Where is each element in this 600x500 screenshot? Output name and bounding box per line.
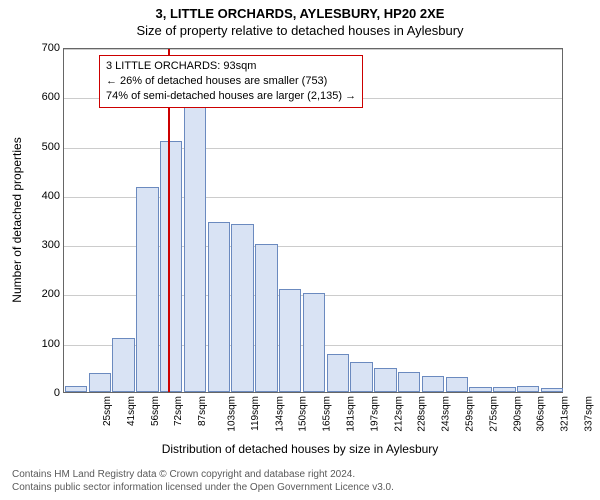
x-tick-label: 212sqm <box>393 396 404 432</box>
histogram-bar <box>374 368 396 392</box>
x-axis-title: Distribution of detached houses by size … <box>0 442 600 456</box>
x-tick-label: 228sqm <box>417 396 428 432</box>
annotation-line: ← 26% of detached houses are smaller (75… <box>106 74 356 89</box>
y-axis-title: Number of detached properties <box>10 137 24 302</box>
histogram-bar <box>208 222 230 392</box>
histogram-bar <box>517 386 539 392</box>
chart-container: Number of detached properties 3 LITTLE O… <box>0 40 600 460</box>
histogram-bar <box>422 376 444 392</box>
y-tick-label: 300 <box>25 239 60 251</box>
x-tick-label: 197sqm <box>369 396 380 432</box>
x-tick-label: 306sqm <box>536 396 547 432</box>
histogram-bar <box>231 224 253 392</box>
histogram-bar <box>541 388 563 392</box>
gridline <box>64 49 562 50</box>
x-tick-label: 103sqm <box>227 396 238 432</box>
x-tick-label: 150sqm <box>298 396 309 432</box>
y-tick-label: 500 <box>25 141 60 153</box>
footer-line2: Contains public sector information licen… <box>12 482 394 495</box>
histogram-bar <box>327 354 349 392</box>
annotation-line: 74% of semi-detached houses are larger (… <box>106 89 356 104</box>
histogram-bar <box>350 362 372 392</box>
y-tick-label: 700 <box>25 42 60 54</box>
x-tick-label: 290sqm <box>512 396 523 432</box>
histogram-bar <box>255 244 277 392</box>
footer-line1: Contains HM Land Registry data © Crown c… <box>12 469 394 482</box>
histogram-bar <box>493 387 515 392</box>
footer-attribution: Contains HM Land Registry data © Crown c… <box>12 469 394 494</box>
x-tick-label: 56sqm <box>150 396 161 426</box>
x-tick-label: 134sqm <box>274 396 285 432</box>
histogram-bar <box>65 386 87 392</box>
histogram-bar <box>279 289 301 393</box>
histogram-bar <box>184 106 206 392</box>
x-tick-label: 259sqm <box>465 396 476 432</box>
x-tick-label: 72sqm <box>173 396 184 426</box>
page-title-line1: 3, LITTLE ORCHARDS, AYLESBURY, HP20 2XE <box>0 0 600 21</box>
histogram-bar <box>469 387 491 392</box>
histogram-bar <box>398 372 420 392</box>
y-tick-label: 600 <box>25 91 60 103</box>
x-tick-label: 41sqm <box>126 396 137 426</box>
y-tick-label: 400 <box>25 190 60 202</box>
annotation-line: 3 LITTLE ORCHARDS: 93sqm <box>106 59 356 74</box>
histogram-bar <box>89 373 111 392</box>
x-tick-label: 337sqm <box>584 396 595 432</box>
x-tick-label: 243sqm <box>441 396 452 432</box>
y-tick-label: 0 <box>25 387 60 399</box>
histogram-bar <box>446 377 468 392</box>
histogram-bar <box>136 187 158 392</box>
x-tick-label: 119sqm <box>250 396 261 431</box>
page-title-line2: Size of property relative to detached ho… <box>0 21 600 38</box>
x-tick-label: 181sqm <box>346 396 357 432</box>
y-tick-label: 100 <box>25 338 60 350</box>
x-tick-label: 275sqm <box>488 396 499 432</box>
annotation-box: 3 LITTLE ORCHARDS: 93sqm← 26% of detache… <box>99 55 363 108</box>
x-tick-label: 25sqm <box>102 396 113 426</box>
histogram-bar <box>303 293 325 392</box>
y-tick-label: 200 <box>25 288 60 300</box>
gridline <box>64 148 562 149</box>
plot-area: 3 LITTLE ORCHARDS: 93sqm← 26% of detache… <box>63 48 563 393</box>
histogram-bar <box>160 141 182 392</box>
x-tick-label: 87sqm <box>197 396 208 426</box>
x-tick-label: 321sqm <box>560 396 571 432</box>
histogram-bar <box>112 338 134 392</box>
x-tick-label: 165sqm <box>322 396 333 432</box>
